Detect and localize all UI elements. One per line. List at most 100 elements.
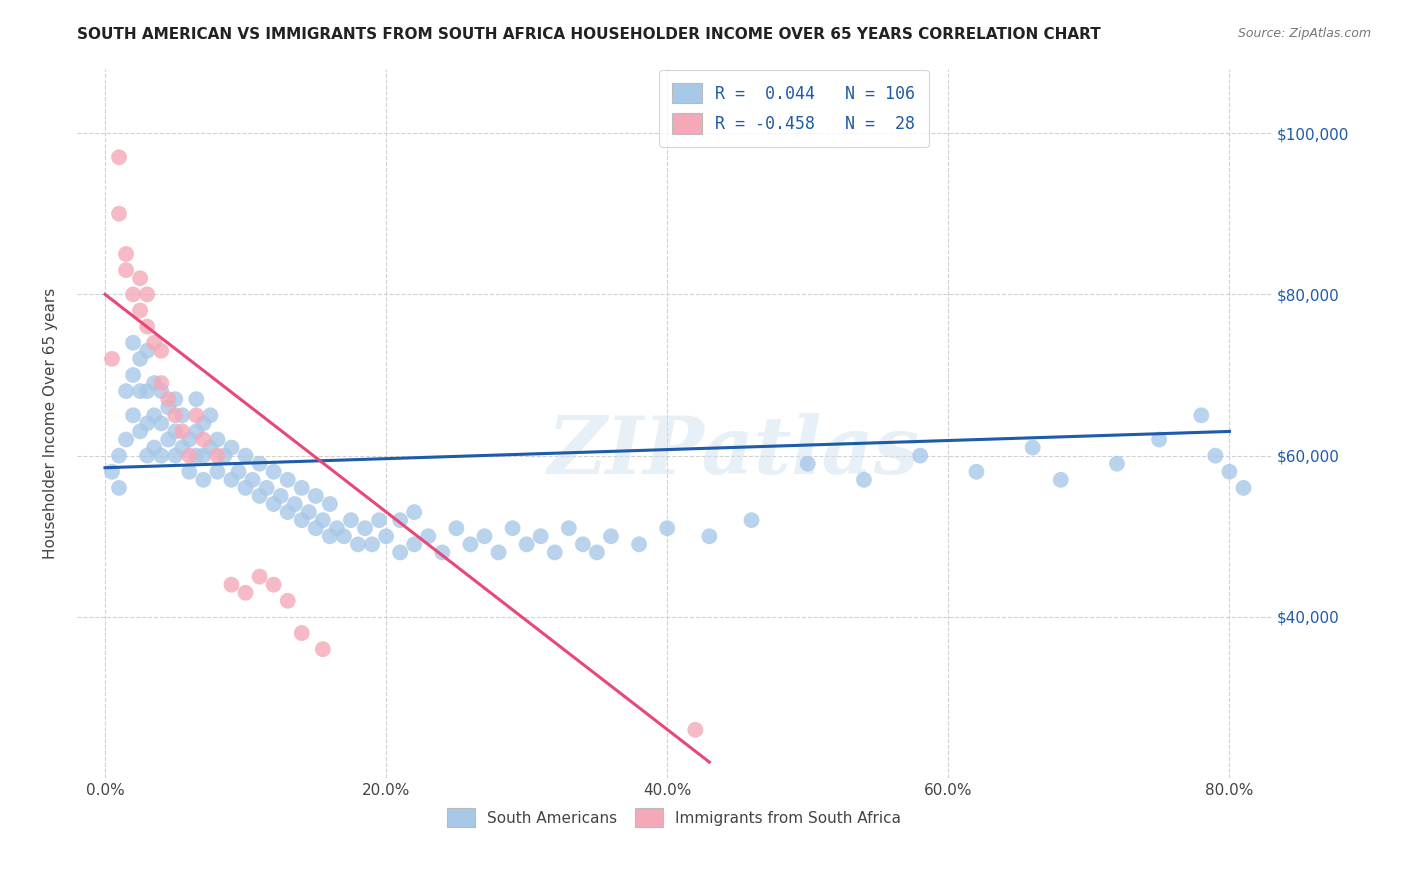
- Point: [657, 521, 679, 535]
- Point: [221, 441, 243, 455]
- Point: [460, 537, 482, 551]
- Point: [1189, 409, 1212, 423]
- Point: [291, 626, 314, 640]
- Point: [172, 425, 194, 439]
- Point: [354, 521, 377, 535]
- Point: [277, 594, 299, 608]
- Point: [1147, 433, 1170, 447]
- Point: [600, 529, 623, 543]
- Point: [179, 449, 201, 463]
- Point: [1218, 465, 1240, 479]
- Point: [741, 513, 763, 527]
- Point: [544, 545, 567, 559]
- Point: [122, 287, 145, 301]
- Point: [263, 497, 285, 511]
- Point: [270, 489, 292, 503]
- Point: [305, 489, 328, 503]
- Point: [129, 271, 152, 285]
- Point: [361, 537, 384, 551]
- Point: [312, 642, 335, 657]
- Point: [389, 545, 412, 559]
- Point: [221, 577, 243, 591]
- Point: [256, 481, 278, 495]
- Point: [221, 473, 243, 487]
- Point: [389, 513, 412, 527]
- Point: [312, 513, 335, 527]
- Point: [186, 392, 208, 407]
- Point: [502, 521, 524, 535]
- Point: [291, 513, 314, 527]
- Point: [1049, 473, 1071, 487]
- Point: [291, 481, 314, 495]
- Point: [263, 577, 285, 591]
- Point: [193, 433, 215, 447]
- Point: [200, 441, 222, 455]
- Point: [150, 449, 173, 463]
- Point: [228, 465, 250, 479]
- Point: [129, 384, 152, 398]
- Point: [108, 449, 131, 463]
- Point: [136, 449, 159, 463]
- Point: [404, 505, 426, 519]
- Point: [432, 545, 454, 559]
- Point: [1105, 457, 1128, 471]
- Point: [908, 449, 931, 463]
- Point: [172, 441, 194, 455]
- Point: [263, 465, 285, 479]
- Point: [319, 529, 342, 543]
- Point: [277, 505, 299, 519]
- Point: [179, 465, 201, 479]
- Legend: South Americans, Immigrants from South Africa: South Americans, Immigrants from South A…: [440, 800, 908, 834]
- Point: [143, 335, 166, 350]
- Point: [136, 287, 159, 301]
- Point: [298, 505, 321, 519]
- Point: [326, 521, 349, 535]
- Point: [122, 335, 145, 350]
- Point: [207, 433, 229, 447]
- Point: [115, 433, 138, 447]
- Point: [172, 409, 194, 423]
- Point: [249, 457, 271, 471]
- Point: [157, 433, 180, 447]
- Point: [108, 481, 131, 495]
- Point: [150, 343, 173, 358]
- Point: [157, 401, 180, 415]
- Point: [200, 409, 222, 423]
- Point: [193, 473, 215, 487]
- Point: [699, 529, 721, 543]
- Point: [150, 376, 173, 390]
- Point: [101, 465, 124, 479]
- Point: [530, 529, 553, 543]
- Point: [965, 465, 987, 479]
- Point: [129, 351, 152, 366]
- Point: [157, 392, 180, 407]
- Point: [347, 537, 370, 551]
- Point: [115, 247, 138, 261]
- Point: [418, 529, 440, 543]
- Point: [516, 537, 538, 551]
- Point: [207, 465, 229, 479]
- Point: [150, 384, 173, 398]
- Point: [797, 457, 820, 471]
- Point: [186, 409, 208, 423]
- Point: [628, 537, 651, 551]
- Point: [193, 417, 215, 431]
- Point: [143, 441, 166, 455]
- Point: [122, 368, 145, 382]
- Point: [319, 497, 342, 511]
- Point: [249, 489, 271, 503]
- Y-axis label: Householder Income Over 65 years: Householder Income Over 65 years: [44, 288, 58, 559]
- Point: [375, 529, 398, 543]
- Text: SOUTH AMERICAN VS IMMIGRANTS FROM SOUTH AFRICA HOUSEHOLDER INCOME OVER 65 YEARS : SOUTH AMERICAN VS IMMIGRANTS FROM SOUTH …: [77, 27, 1101, 42]
- Point: [136, 384, 159, 398]
- Point: [572, 537, 595, 551]
- Point: [404, 537, 426, 551]
- Point: [129, 425, 152, 439]
- Point: [143, 409, 166, 423]
- Point: [207, 449, 229, 463]
- Point: [136, 417, 159, 431]
- Point: [446, 521, 468, 535]
- Point: [179, 433, 201, 447]
- Point: [108, 150, 131, 164]
- Point: [136, 343, 159, 358]
